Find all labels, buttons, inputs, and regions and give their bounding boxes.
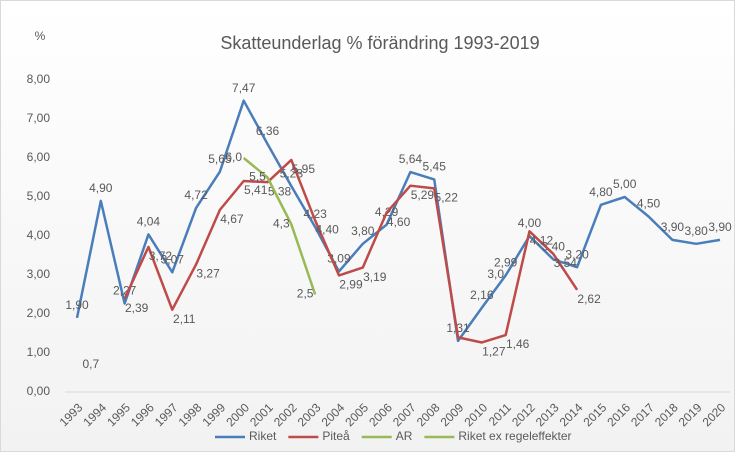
data-label: 5,64 — [399, 152, 423, 166]
data-label: 5,38 — [268, 184, 292, 198]
data-label: 5,45 — [423, 160, 447, 174]
y-tick-label: 8,00 — [27, 72, 51, 86]
legend-label: Piteå — [322, 429, 350, 443]
y-tick-label: 0,00 — [27, 384, 51, 398]
data-label: 3,90 — [661, 220, 685, 234]
data-label: 3,07 — [161, 252, 185, 266]
y-tick-label: 6,00 — [27, 150, 51, 164]
data-label: 5,22 — [435, 191, 459, 205]
data-label: 3,90 — [708, 220, 732, 234]
y-tick-label: 5,00 — [27, 189, 51, 203]
data-label: 5,95 — [292, 162, 316, 176]
data-label: 5,5 — [249, 170, 266, 184]
data-label: 4,3 — [273, 216, 290, 230]
data-label: 4,80 — [589, 185, 613, 199]
y-tick-label: 3,00 — [27, 267, 51, 281]
data-label: 4,67 — [220, 212, 244, 226]
data-label: 4,72 — [184, 188, 208, 202]
data-label: 1,46 — [506, 337, 530, 351]
data-label: 3,80 — [685, 224, 709, 238]
data-label: 2,39 — [125, 301, 149, 315]
data-label: 1,90 — [65, 298, 89, 312]
data-label: 4,40 — [315, 223, 339, 237]
chart-title: Skatteunderlag % förändring 1993-2019 — [220, 33, 539, 53]
data-label: 2,11 — [173, 312, 196, 326]
data-label: 4,00 — [518, 216, 542, 230]
y-tick-label: 1,00 — [27, 345, 51, 359]
data-label: 4,04 — [137, 215, 161, 229]
data-label: 3,72 — [149, 249, 173, 263]
data-label: 4,50 — [637, 197, 661, 211]
legend-label: Riket — [249, 429, 277, 443]
data-label: 2,62 — [577, 292, 601, 306]
data-label: 4,23 — [303, 207, 327, 221]
data-label: 4,12 — [530, 233, 554, 247]
data-label: 1,27 — [482, 345, 506, 359]
data-label: 3,80 — [351, 224, 375, 238]
data-label: 4,90 — [89, 181, 113, 195]
data-label: 6,0 — [225, 150, 242, 164]
data-label: 6,36 — [256, 124, 280, 138]
data-label: 0,7 — [82, 357, 99, 371]
data-label: 3,27 — [196, 267, 220, 281]
y-tick-label: 2,00 — [27, 306, 51, 320]
data-label: 3,20 — [565, 247, 589, 261]
data-label: 2,99 — [339, 278, 363, 292]
y-tick-label: 7,00 — [27, 111, 51, 125]
data-label: 3,0 — [487, 267, 504, 281]
legend-label: Riket ex regeleffekter — [458, 429, 571, 443]
data-label: 2,16 — [470, 288, 494, 302]
data-label: 5,65 — [208, 152, 232, 166]
series-line — [123, 158, 579, 344]
data-label: 2,5 — [297, 287, 314, 301]
data-label: 4,60 — [387, 215, 411, 229]
data-label: 5,41 — [244, 183, 268, 197]
data-label: 5,29 — [411, 188, 435, 202]
legend-label: AR — [396, 429, 413, 443]
data-label: 5,00 — [613, 177, 637, 191]
data-label: 7,47 — [232, 81, 256, 95]
data-label: 1,31 — [446, 321, 470, 335]
y-tick-label: 4,00 — [27, 228, 51, 242]
y-axis-label: % — [35, 29, 46, 43]
data-label: 2,99 — [494, 256, 518, 270]
data-label: 3,54 — [554, 256, 578, 270]
data-label: 3,19 — [363, 270, 387, 284]
